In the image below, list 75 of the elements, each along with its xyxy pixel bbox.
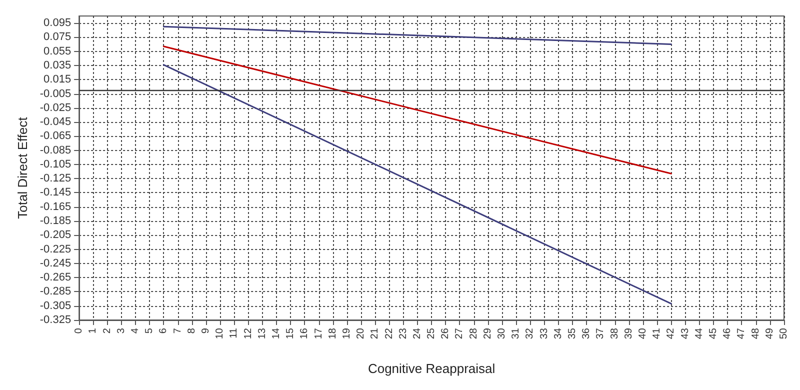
x-tick-label: 32	[524, 328, 536, 340]
x-tick-label: 35	[567, 328, 578, 340]
x-tick-label: 37	[595, 328, 606, 340]
x-tick-label: 15	[285, 328, 296, 340]
y-tick-label: 0.015	[44, 74, 72, 86]
y-tick-label: -0.045	[40, 116, 72, 128]
x-tick-label: 28	[468, 328, 480, 340]
y-tick-label: 0.055	[44, 45, 72, 58]
y-tick-label: -0.005	[40, 88, 72, 100]
x-tick-label: 18	[327, 328, 338, 340]
x-tick-label: 7	[172, 328, 184, 334]
y-tick-label: -0.205	[40, 229, 72, 242]
x-tick-label: 23	[398, 328, 409, 340]
y-tick-label: 0.075	[44, 31, 72, 44]
y-tick-label: -0.185	[40, 215, 72, 228]
x-tick-label: 38	[609, 328, 620, 340]
y-tick-label: -0.105	[40, 158, 72, 170]
x-tick-label: 3	[116, 328, 127, 334]
x-tick-label: 34	[552, 328, 564, 340]
x-tick-label: 13	[256, 328, 268, 340]
x-tick-label: 0	[74, 328, 85, 334]
x-tick-label: 47	[736, 328, 748, 340]
x-tick-label: 40	[638, 328, 649, 340]
y-tick-label: -0.305	[40, 300, 72, 312]
x-tick-label: 21	[370, 328, 381, 340]
x-tick-label: 42	[666, 328, 677, 340]
y-tick-label: -0.285	[40, 286, 72, 298]
x-tick-label: 36	[581, 328, 592, 340]
x-tick-label: 41	[652, 328, 663, 340]
y-tick-label: -0.225	[40, 243, 72, 256]
x-tick-label: 11	[228, 328, 240, 338]
x-tick-label: 27	[454, 328, 466, 340]
x-tick-label: 19	[341, 328, 352, 340]
x-tick-label: 44	[694, 328, 705, 340]
x-tick-label: 6	[158, 328, 170, 334]
y-tick-label: -0.325	[40, 314, 72, 326]
y-tick-label: -0.085	[40, 144, 72, 156]
x-tick-label: 17	[313, 328, 324, 340]
x-tick-label: 46	[722, 328, 734, 340]
x-tick-label: 20	[356, 328, 367, 340]
x-tick-label: 43	[680, 328, 691, 340]
x-tick-label: 8	[186, 328, 198, 334]
y-tick-label: -0.145	[40, 186, 72, 199]
x-tick-label: 22	[384, 328, 395, 340]
y-axis-title: Total Direct Effect	[15, 116, 30, 219]
x-tick-label: 2	[102, 328, 113, 334]
y-tick-label: -0.025	[40, 102, 72, 114]
x-tick-label: 24	[412, 328, 423, 340]
y-tick-label: 0.035	[44, 59, 72, 72]
x-tick-label: 25	[426, 328, 438, 340]
x-tick-label: 14	[270, 328, 282, 340]
x-tick-label: 12	[242, 328, 254, 340]
x-tick-label: 29	[482, 328, 494, 340]
x-axis-title: Cognitive Reappraisal	[368, 361, 496, 376]
y-tick-label: -0.245	[40, 257, 72, 270]
x-tick-label: 5	[144, 328, 156, 334]
y-tick-label: -0.125	[40, 172, 72, 185]
x-tick-label: 45	[708, 328, 720, 340]
y-tick-label: -0.065	[40, 130, 72, 142]
x-tick-label: 48	[750, 328, 762, 340]
x-tick-label: 9	[200, 328, 212, 334]
x-tick-label: 16	[299, 328, 310, 340]
x-tick-label: 33	[538, 328, 550, 340]
x-tick-label: 50	[778, 328, 790, 340]
x-tick-label: 49	[764, 328, 776, 340]
x-tick-label: 10	[214, 328, 226, 340]
x-tick-label: 1	[88, 328, 99, 334]
y-tick-label: -0.165	[40, 200, 72, 213]
y-tick-label: 0.095	[44, 17, 72, 30]
x-tick-label: 26	[440, 328, 452, 340]
x-tick-label: 4	[130, 328, 141, 334]
x-tick-label: 30	[496, 328, 508, 340]
y-tick-label: -0.265	[40, 272, 72, 284]
x-tick-label: 39	[623, 328, 634, 340]
x-tick-label: 31	[510, 328, 522, 340]
